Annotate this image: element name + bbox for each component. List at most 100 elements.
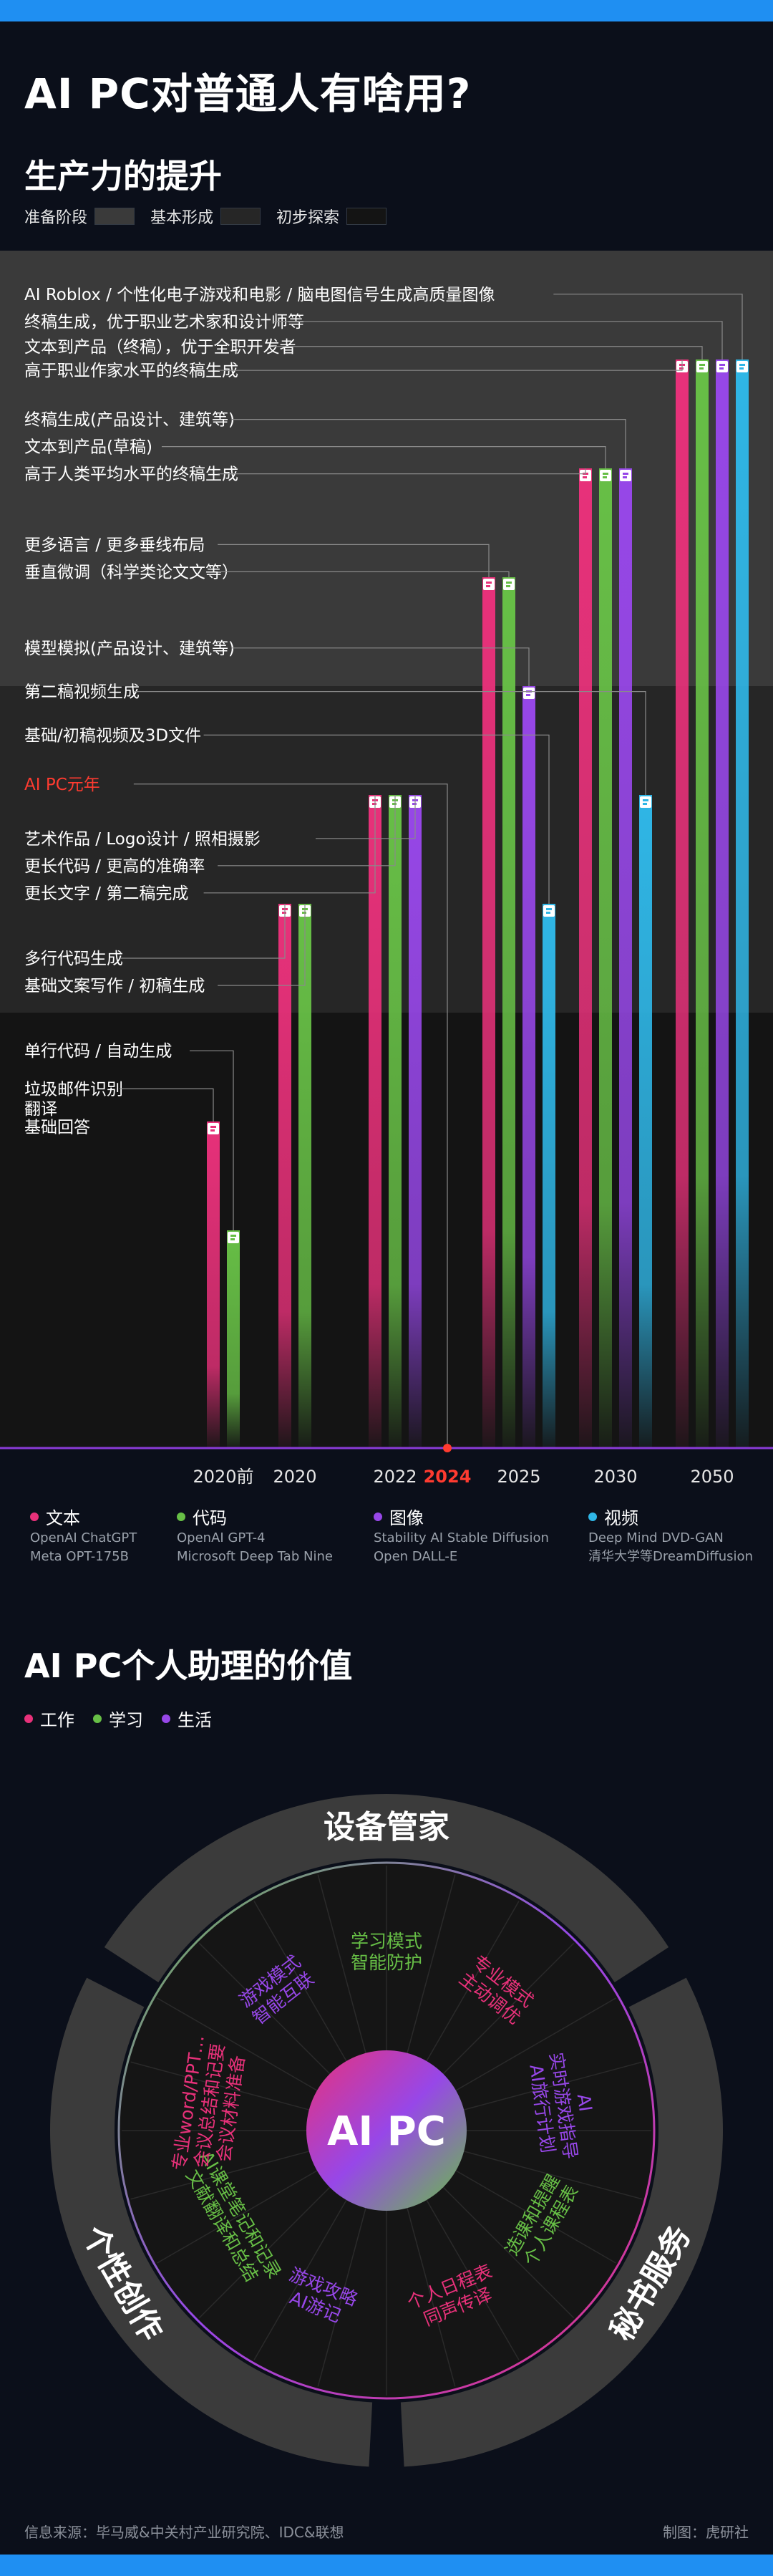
annotation-label: 垃圾邮件识别 [24,1080,123,1099]
annotation-leader-line [190,1050,234,1230]
video-bar-icon [543,905,555,917]
section-title-productivity: 生产力的提升 [24,157,222,196]
category-name: 代码 [193,1508,227,1528]
sector-ring-segment [400,1977,723,2467]
annotation-leader-line [133,690,646,795]
annotation-leader-line [553,294,743,360]
stage-legend-item: 初步探索 [276,205,387,228]
annotation-label: 更长文字 / 第二稿完成 [24,884,188,903]
x-tick-label: 2020前 [193,1467,253,1487]
code-bar-icon [228,1232,239,1243]
text-bar [207,1121,220,1448]
usage-legend-label: 工作 [40,1710,74,1730]
annotation-leader-line [273,321,723,360]
video-bar-icon [736,361,748,372]
usage-legend-label: 学习 [109,1710,143,1730]
stage-legend-label: 准备阶段 [24,209,88,227]
code-bar [298,904,311,1448]
code-bar [599,468,612,1448]
sector-name: 设备管家 [324,1809,449,1846]
annotation-leader-line [161,446,606,468]
annotation-leader-line [316,795,416,839]
code-bar-icon [600,470,611,481]
category-legend-text: 文本 OpenAI ChatGPT Meta OPT-175B [30,1504,202,1566]
text-bar [482,577,495,1448]
spoke-line [400,2186,456,2387]
x-tick-label: 2050 [690,1467,734,1487]
source-note: 信息来源：毕马威&中关村产业研究院、IDC&联想 [24,2524,344,2541]
spoke-line [198,1942,346,2090]
annotation-leader-line [133,783,448,1448]
category-legend-code: 代码 OpenAI GPT-4 Microsoft Deep Tab Nine [177,1504,349,1566]
annotation-leader-line [120,1088,214,1121]
annotation-leader-line [218,544,490,577]
section-title-assistant: AI PC个人助理的价值 [24,1646,353,1685]
stage-legend-label: 初步探索 [276,209,340,227]
image-bar [522,686,535,1448]
image-bar-icon [716,361,728,372]
image-bar [409,795,422,1448]
annotation-label: 翻译 [24,1100,57,1119]
code-bar [696,360,709,1448]
x-tick-label: 2022 [373,1467,417,1487]
usage-legend: 工作 学习 生活 [24,1706,212,1731]
text-bar-icon [483,579,495,590]
annotation-label: 高于职业作家水平的终稿生成 [24,362,238,380]
stage-swatch [94,208,135,225]
annotation-label: 终稿生成(产品设计、建筑等) [24,411,235,430]
video-bar-icon [640,796,651,808]
x-tick-label: 2024 [424,1467,472,1487]
annotation-label: 基础/初稿视频及3D文件 [24,726,201,745]
annotation-leader-line [218,904,306,986]
x-tick-label: 2025 [497,1467,540,1487]
model-name: Deep Mind DVD-GAN [588,1530,724,1545]
model-name: OpenAI GPT-4 [177,1530,266,1545]
annotation-label: 高于人类平均水平的终稿生成 [24,465,238,484]
image-dot-icon [374,1512,382,1521]
annotation-label: 更长代码 / 更高的准确率 [24,857,205,876]
annotation-label: AI PC元年 [24,776,100,794]
stage-swatch [346,208,387,225]
code-bar [227,1230,240,1448]
spoke-line [130,2144,331,2200]
video-bar [736,360,749,1448]
stage-legend: 准备阶段 基本形成 初步探索 [24,205,387,228]
annotation-label: 第二稿视频生成 [24,683,140,702]
code-bar [502,577,515,1448]
annotation-leader-line [218,571,510,577]
annotation-label: 终稿生成，优于职业艺术家和设计师等 [24,313,304,332]
usage-legend-item: 生活 [162,1706,212,1731]
annotation-leader-line [218,468,586,475]
work-dot-icon [24,1714,33,1723]
usage-legend-label: 生活 [178,1710,212,1730]
text-bar-icon [208,1123,219,1134]
assistant-item-line: AI [573,2093,596,2113]
annotation-leader-line [120,904,286,959]
model-name: 清华大学等DreamDiffusion [588,1549,753,1564]
spoke-line [317,1874,373,2075]
stage-swatch [220,208,261,225]
category-legend-image: 图像 Stability AI Stable Diffusion Open DA… [374,1504,549,1566]
stage-band [0,251,773,686]
annotation-label: 基础回答 [24,1119,90,1137]
annotation-label: 艺术作品 / Logo设计 / 照相摄影 [24,830,261,849]
spoke-line [157,1997,338,2103]
category-name: 图像 [389,1508,424,1528]
annotation-label: 单行代码 / 自动生成 [24,1042,172,1061]
text-bar [579,468,592,1448]
annotation-leader-line [231,647,530,686]
spoke-line [427,2171,575,2319]
usage-legend-item: 工作 [24,1706,74,1731]
image-bar-icon [523,688,535,699]
model-name: Stability AI Stable Diffusion [374,1530,549,1545]
bottom-accent-bar [0,2555,773,2576]
annotation-label: 多行代码生成 [24,950,123,968]
text-dot-icon [30,1512,39,1521]
video-dot-icon [588,1512,597,1521]
center-label: AI PC [327,2108,446,2155]
model-name: Meta OPT-175B [30,1549,129,1564]
spoke-line [442,2144,643,2200]
spoke-line [414,2179,520,2360]
